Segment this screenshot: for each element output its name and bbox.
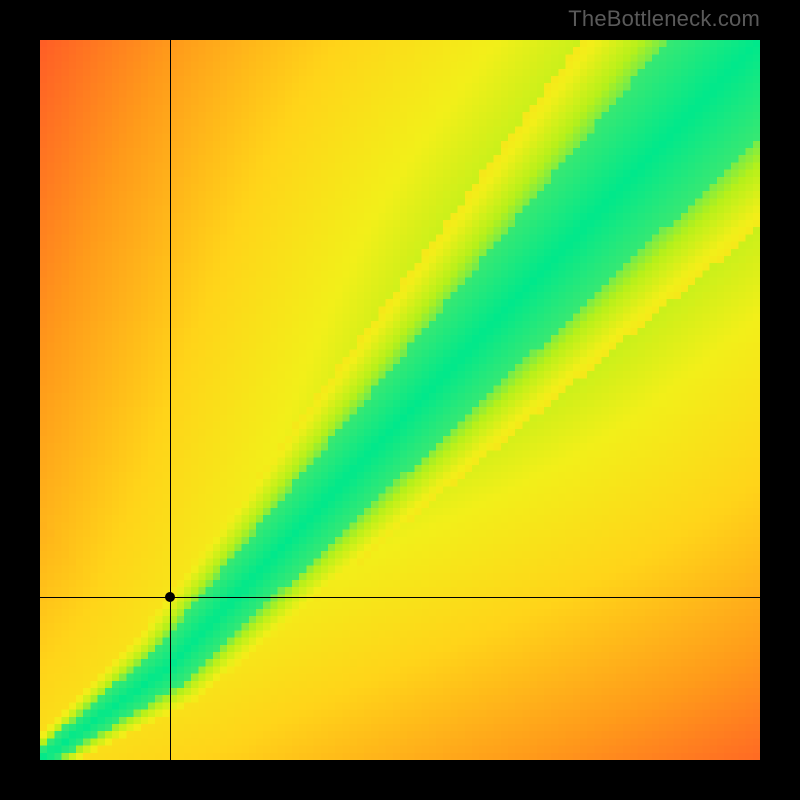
crosshair-vertical bbox=[170, 40, 171, 760]
heatmap-plot bbox=[40, 40, 760, 760]
crosshair-marker-dot bbox=[165, 592, 175, 602]
watermark-text: TheBottleneck.com bbox=[568, 6, 760, 32]
heatmap-canvas bbox=[40, 40, 760, 760]
crosshair-horizontal bbox=[40, 597, 760, 598]
